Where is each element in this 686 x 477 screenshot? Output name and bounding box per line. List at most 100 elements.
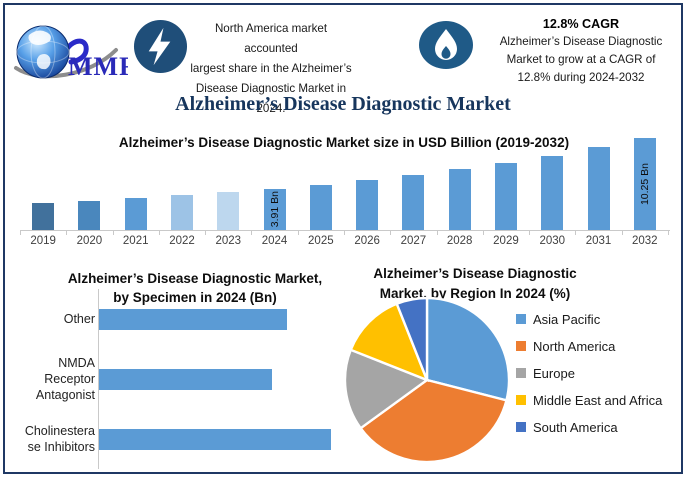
x-axis-label-2019: 2019 — [30, 235, 56, 247]
specimen-label-nmda-receptor-antagonist: NMDA Receptor Antagonist — [35, 356, 95, 402]
bar-column-2027 — [390, 136, 436, 230]
bar-column-2019 — [20, 136, 66, 230]
x-axis-tick — [158, 231, 160, 235]
x-axis-tick — [66, 231, 68, 235]
x-axis-tick — [112, 231, 114, 235]
x-axis-label-2023: 2023 — [215, 235, 242, 247]
bar-2023 — [217, 192, 240, 230]
specimen-y-axis — [98, 289, 99, 469]
specimen-row-other: Other — [15, 289, 345, 349]
bar-2019 — [32, 203, 55, 230]
bar-2031 — [587, 147, 610, 230]
x-axis-label-2028: 2028 — [446, 235, 473, 247]
highlight-na-line1: North America market accounted — [214, 22, 328, 55]
page-title: Alzheimer’s Disease Diagnostic Market — [175, 93, 511, 115]
specimen-chart-title: Alzheimer’s Disease Diagnostic Market, b… — [40, 269, 350, 307]
cagr-line1: Alzheimer’s Disease Diagnostic — [499, 35, 663, 48]
bar-2032: 10.25 Bn — [633, 138, 656, 230]
pie-slice-middle-east-and-africa — [349, 302, 430, 383]
bar-data-label-2024: 3.91 Bn — [268, 191, 281, 228]
bar-column-2031 — [575, 136, 621, 230]
x-axis-tick — [390, 231, 392, 235]
x-axis-tick — [251, 231, 253, 235]
specimen-label-cholinesterase-inhibitors: Cholinestera se Inhibitors — [24, 424, 95, 454]
legend-swatch-europe — [516, 368, 526, 378]
legend-label-europe: Europe — [533, 365, 575, 381]
x-axis-tick — [297, 231, 299, 235]
x-axis-tick — [205, 231, 207, 235]
specimen-title-line1: Alzheimer’s Disease Diagnostic Market, — [67, 271, 323, 286]
cagr-line2: Market to grow at a CAGR of — [506, 53, 656, 66]
bar-chart-title: Alzheimer’s Disease Diagnostic Market si… — [118, 135, 570, 150]
legend-label-middle-east-and-africa: Middle East and Africa — [533, 392, 663, 408]
bar-column-2023 — [205, 136, 251, 230]
specimen-row-nmda-receptor-antagonist: NMDA Receptor Antagonist — [15, 349, 345, 409]
region-chart-title: Alzheimer’s Disease Diagnostic Market, b… — [350, 264, 600, 303]
lightning-icon — [133, 19, 188, 74]
highlight-cagr: 12.8% CAGR Alzheimer’s Disease Diagnosti… — [480, 15, 682, 87]
region-legend: Asia Pacific North America Europe Middle Ea… — [516, 311, 663, 435]
specimen-bar-cholinesterase-inhibitors — [99, 428, 331, 450]
bar-chart-plot: 3.91 Bn 10.25 Bn — [20, 136, 668, 230]
logo-text: MMR — [68, 52, 128, 81]
bar-column-2030 — [529, 136, 575, 230]
x-axis-label-2031: 2031 — [585, 235, 612, 247]
x-axis-tick — [482, 231, 484, 235]
x-axis-tick — [575, 231, 577, 235]
specimen-bar-other — [99, 308, 287, 330]
pie-slice-europe — [343, 348, 430, 430]
region-chart: Alzheimer’s Disease Diagnostic Market, b… — [343, 258, 680, 472]
bar-2026 — [356, 180, 379, 230]
bar-2030 — [541, 156, 564, 230]
legend-swatch-asia-pacific — [516, 314, 526, 324]
region-pie — [343, 296, 511, 464]
x-axis-tick — [20, 231, 21, 235]
logo-blue-swoosh — [63, 38, 89, 65]
x-axis-label-2020: 2020 — [76, 235, 103, 247]
legend-label-north-america: North America — [533, 338, 616, 354]
bar-2022 — [170, 195, 193, 230]
legend-swatch-middle-east-and-africa — [516, 395, 526, 405]
x-axis-tick — [668, 231, 669, 235]
legend-swatch-north-america — [516, 341, 526, 351]
highlight-north-america: North America market accounted largest s… — [190, 19, 352, 119]
legend-item-europe: Europe — [516, 365, 662, 381]
x-axis-label-2025: 2025 — [308, 235, 334, 247]
bar-chart-x-axis — [20, 230, 670, 235]
bar-column-2021 — [113, 136, 159, 230]
legend-label-asia-pacific: Asia Pacific — [533, 311, 601, 327]
bar-column-2020 — [66, 136, 112, 230]
bar-2027 — [402, 175, 425, 230]
bar-column-2024: 3.91 Bn — [251, 136, 297, 230]
bar-column-2028 — [437, 136, 483, 230]
bar-column-2025 — [298, 136, 344, 230]
x-axis-label-2027: 2027 — [400, 235, 427, 247]
mmr-logo: MMR — [10, 18, 138, 82]
x-axis-tick — [344, 231, 345, 235]
specimen-title-line2: by Specimen in 2024 (Bn) — [113, 290, 277, 305]
bar-data-label-2032: 10.25 Bn — [638, 162, 651, 206]
bar-2020 — [78, 201, 101, 230]
highlight-na-line2: largest share in the Alzheimer’s — [190, 62, 352, 75]
bar-column-2032: 10.25 Bn — [622, 136, 668, 230]
x-axis-label-2029: 2029 — [493, 235, 519, 247]
bar-2025 — [309, 185, 332, 230]
bar-column-2029 — [483, 136, 529, 230]
x-axis-tick — [436, 231, 438, 235]
bar-column-2026 — [344, 136, 390, 230]
bar-2021 — [124, 198, 147, 230]
region-title-line1: Alzheimer’s Disease Diagnostic — [373, 266, 577, 281]
x-axis-tick — [621, 231, 623, 235]
bar-chart-x-labels: 2019 2020 2021 2022 2023 2024 2025 2026 2027 2028… — [20, 235, 668, 247]
bar-2028 — [448, 169, 471, 230]
x-axis-label-2032: 2032 — [632, 235, 658, 247]
specimen-plot: Other NMDA Receptor Antagonist Cholinestera s… — [15, 289, 345, 469]
x-axis-tick — [529, 231, 531, 235]
specimen-label-other: Other — [63, 312, 95, 326]
legend-swatch-south-america — [516, 422, 526, 432]
bar-2024: 3.91 Bn — [263, 189, 286, 230]
pie-slice-asia-pacific — [425, 296, 511, 402]
x-axis-label-2024: 2024 — [261, 235, 288, 247]
highlight-na-line3: Disease Diagnostic Market in 2024. — [195, 82, 347, 115]
